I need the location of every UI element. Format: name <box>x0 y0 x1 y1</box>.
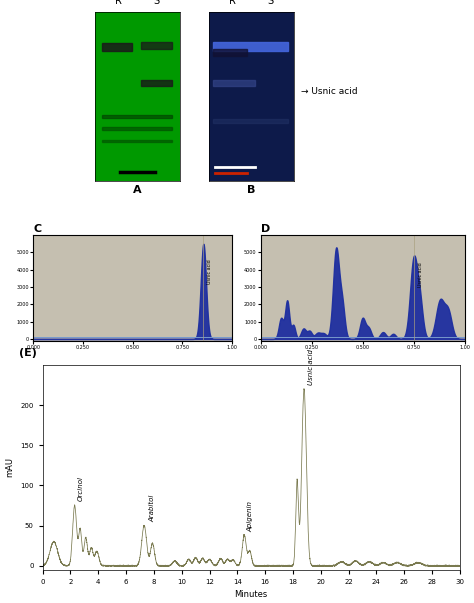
Text: C: C <box>33 224 41 235</box>
Text: R: R <box>115 0 122 7</box>
Text: Usnic acid: Usnic acid <box>418 262 423 287</box>
Text: A: A <box>133 185 142 195</box>
Bar <box>213 80 255 86</box>
Bar <box>101 43 132 51</box>
Text: B: B <box>247 185 255 195</box>
Bar <box>213 42 288 51</box>
Text: D: D <box>261 224 270 235</box>
Y-axis label: mAU: mAU <box>6 457 15 478</box>
Text: Usnic acid: Usnic acid <box>207 259 212 283</box>
Text: Orcinol: Orcinol <box>78 476 84 502</box>
Bar <box>213 119 288 124</box>
Text: (E): (E) <box>19 348 37 358</box>
Text: → Usnic acid: → Usnic acid <box>301 87 357 96</box>
Text: S: S <box>267 0 273 7</box>
Bar <box>101 115 172 118</box>
Bar <box>213 49 247 56</box>
Text: Apigenin: Apigenin <box>248 501 254 532</box>
Text: Usnic acid: Usnic acid <box>308 349 313 385</box>
Text: S: S <box>153 0 159 7</box>
Text: R: R <box>229 0 236 7</box>
Bar <box>101 127 172 130</box>
Bar <box>141 42 172 49</box>
X-axis label: Minutes: Minutes <box>235 590 268 599</box>
Bar <box>141 80 172 86</box>
Text: Arabitol: Arabitol <box>149 494 155 522</box>
Bar <box>101 139 172 142</box>
